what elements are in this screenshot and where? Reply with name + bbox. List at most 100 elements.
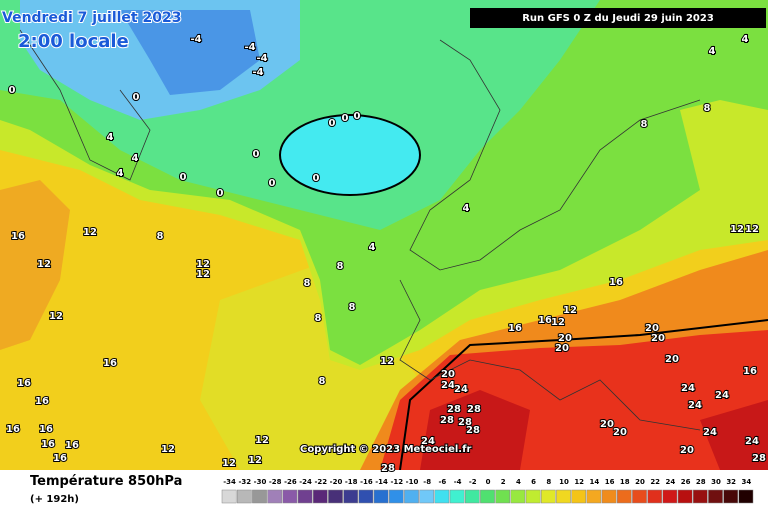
contour-label: 12 <box>222 458 236 469</box>
scale-swatch <box>449 489 465 504</box>
contour-label: 20 <box>651 333 665 344</box>
scale-label: -18 <box>345 478 358 486</box>
contour-label: 20 <box>441 369 455 380</box>
contour-label: 24 <box>745 436 759 447</box>
scale-swatch <box>480 489 495 504</box>
contour-label: 16 <box>17 378 31 389</box>
run-label: Run GFS 0 Z du Jeudi 29 juin 2023 <box>522 13 714 24</box>
coastline <box>19 29 151 181</box>
contour-label: 0 <box>180 172 187 183</box>
contour-label: 4 <box>742 34 749 45</box>
contour-label: 0 <box>342 113 349 124</box>
scale-swatch <box>404 489 419 504</box>
scale-swatch <box>738 489 754 504</box>
contour-label: 4 <box>463 203 470 214</box>
contour-label: -4 <box>256 53 267 64</box>
date-label: Vendredi 7 juillet 2023 <box>2 10 181 26</box>
scale-label: -26 <box>284 478 297 486</box>
contour-label: 20 <box>680 445 694 456</box>
scale-label: 12 <box>574 478 584 486</box>
contour-label: 20 <box>665 354 679 365</box>
lead-label: (+ 192h) <box>30 494 79 505</box>
contour-label: 20 <box>600 419 614 430</box>
scale-label: 4 <box>516 478 521 486</box>
contour-label: -4 <box>244 42 255 53</box>
scale-swatch <box>358 489 374 504</box>
contour-label: 16 <box>65 440 79 451</box>
scale-swatch <box>267 489 283 504</box>
contour-label: 8 <box>319 376 326 387</box>
scale-swatch <box>632 489 647 504</box>
contour-label: 0 <box>253 149 260 160</box>
contour-label: 12 <box>380 356 394 367</box>
scale-label: -14 <box>375 478 388 486</box>
scale-label: -20 <box>330 478 343 486</box>
scale-swatch <box>464 489 480 504</box>
contour-label: 16 <box>35 396 49 407</box>
scale-swatch <box>297 489 313 504</box>
contour-label: 12 <box>37 259 51 270</box>
hottest-zone <box>420 390 530 470</box>
contour-label: 28 <box>447 404 461 415</box>
scale-swatch <box>434 489 450 504</box>
scale-swatch <box>540 489 556 504</box>
copyright: Copyright © 2023 Meteociel.fr <box>300 444 471 455</box>
scale-label: 8 <box>546 478 551 486</box>
contour-label: 0 <box>354 111 361 122</box>
contour-label: 28 <box>458 417 472 428</box>
contour-label: 4 <box>132 153 139 164</box>
scale-swatch <box>252 489 267 504</box>
contour-label: 24 <box>703 427 717 438</box>
contour-label: 12 <box>161 444 175 455</box>
scale-swatch <box>708 489 723 504</box>
scale-swatch <box>221 489 237 504</box>
contour-label: 4 <box>107 132 114 143</box>
scale-label: -34 <box>223 478 236 486</box>
contour-label: 20 <box>558 333 572 344</box>
contour-label: 28 <box>467 404 481 415</box>
scale-swatch <box>343 489 359 504</box>
scale-swatch <box>495 489 511 504</box>
scale-label: -30 <box>254 478 267 486</box>
coastline <box>409 39 701 271</box>
scale-swatch <box>419 489 435 504</box>
scale-swatch <box>373 489 389 504</box>
scale-label: -2 <box>469 478 477 486</box>
contour-label: 12 <box>563 305 577 316</box>
scale-swatch <box>616 489 632 504</box>
contour-label: 24 <box>441 380 455 391</box>
scale-label: 24 <box>666 478 676 486</box>
contour-label: 16 <box>743 366 757 377</box>
scale-swatch <box>662 489 678 504</box>
contour-label: 12 <box>196 269 210 280</box>
contour-label: 4 <box>709 46 716 57</box>
contour-label: 8 <box>704 103 711 114</box>
contour-label: -4 <box>252 67 263 78</box>
scale-label: 28 <box>696 478 706 486</box>
scale-swatch <box>556 489 571 504</box>
scale-label: -22 <box>314 478 327 486</box>
scale-label: 30 <box>711 478 721 486</box>
scale-swatch <box>571 489 587 504</box>
contour-label: 0 <box>133 92 140 103</box>
scale-label: 0 <box>486 478 491 486</box>
contour-label: 8 <box>304 278 311 289</box>
scale-label: -10 <box>406 478 419 486</box>
scale-label: -8 <box>423 478 431 486</box>
scale-swatch <box>647 489 663 504</box>
contour-label: 28 <box>752 453 766 464</box>
warm-zone <box>0 180 70 350</box>
scale-label: 22 <box>650 478 660 486</box>
field-label: Température 850hPa <box>30 474 182 489</box>
scale-swatch <box>692 489 708 504</box>
time-label: 2:00 locale <box>18 31 129 52</box>
scale-swatch <box>510 489 526 504</box>
scale-label: 26 <box>681 478 691 486</box>
scale-label: -6 <box>439 478 447 486</box>
iceland-cold <box>279 114 421 196</box>
contour-label: 0 <box>9 85 16 96</box>
contour-label: 16 <box>6 424 20 435</box>
contour-label: 12 <box>255 435 269 446</box>
contour-label: 20 <box>645 323 659 334</box>
contour-label: 8 <box>641 119 648 130</box>
